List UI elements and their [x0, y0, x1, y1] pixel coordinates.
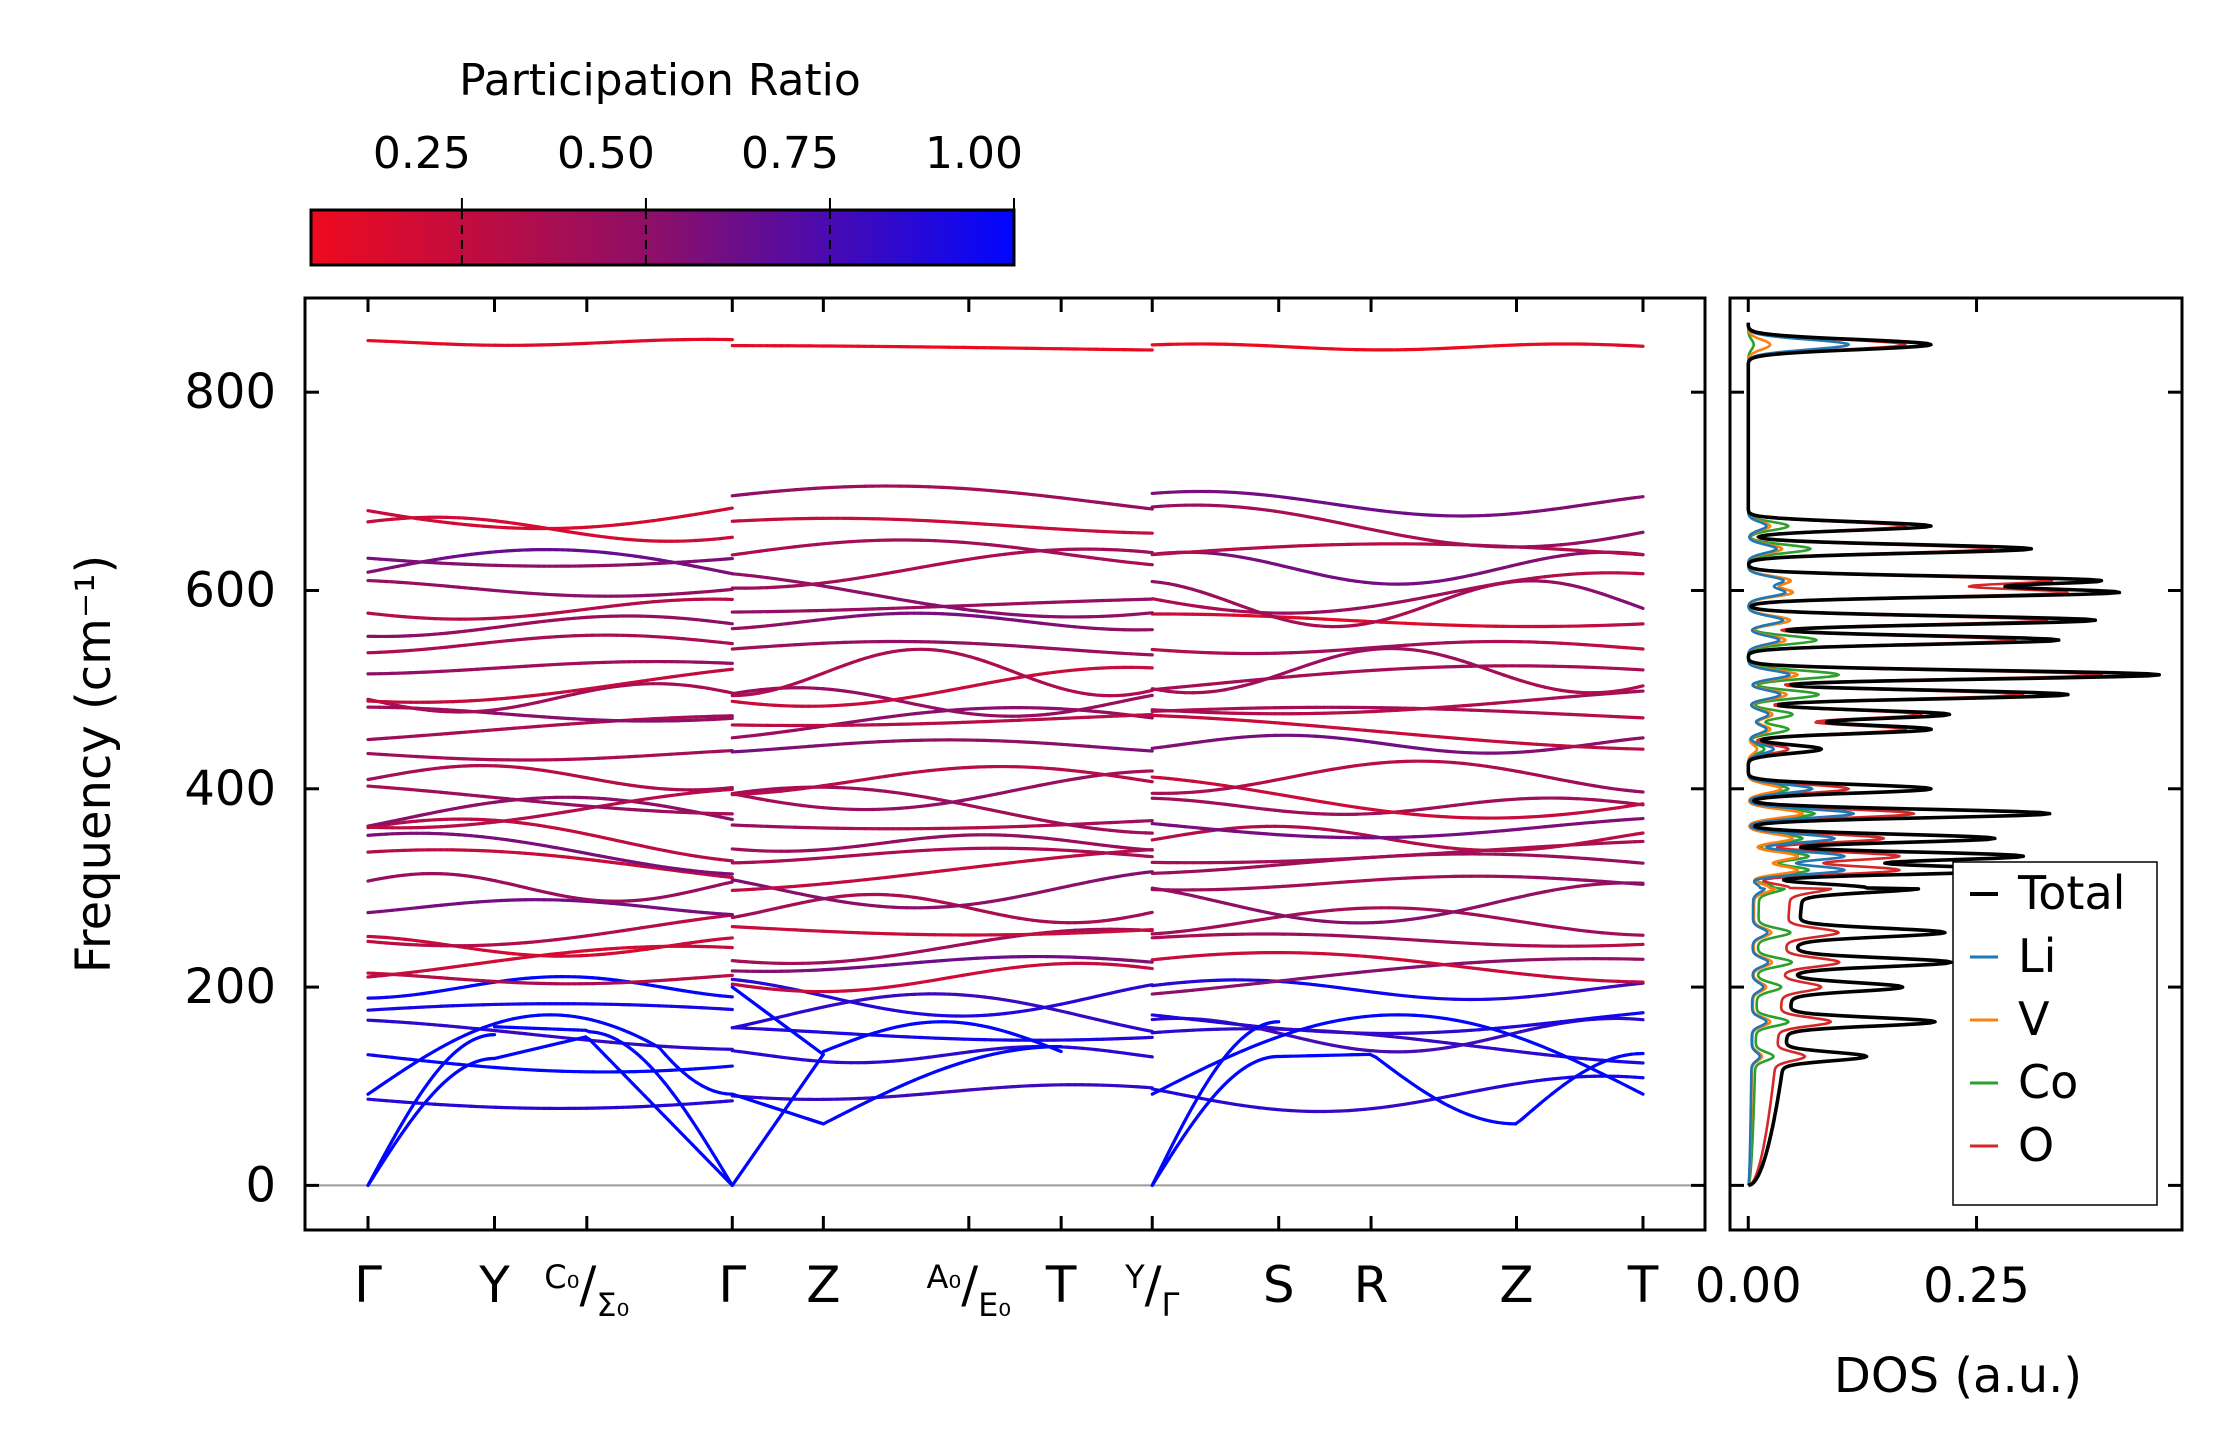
optical-branch: [1143, 693, 1154, 699]
optical-branch: [1143, 779, 1154, 784]
optical-branch: [1143, 715, 1154, 720]
optical-branch: [1633, 689, 1645, 694]
optical-branch: [1633, 1075, 1645, 1080]
colorbar: Participation Ratio 0.25 0.50 0.75 1.00: [309, 55, 1023, 267]
optical-branch: [724, 816, 734, 822]
optical-branch: [724, 641, 734, 646]
optical-branch: [724, 994, 734, 999]
optical-branch: [724, 875, 734, 880]
optical-branch: [1633, 646, 1645, 651]
optical-branch: [1633, 789, 1645, 794]
optical-branch: [1143, 611, 1154, 616]
colorbar-tick-label: 0.25: [373, 128, 471, 179]
optical-branch: [1143, 854, 1154, 859]
optical-branch: [1633, 736, 1645, 741]
optical-branch: [1633, 802, 1645, 807]
optical-branch: [1633, 1011, 1645, 1016]
optical-branch: [1143, 1028, 1154, 1033]
optical-branch: [1143, 910, 1154, 916]
optical-branch: [1633, 1017, 1645, 1022]
optical-branch: [724, 936, 734, 941]
optical-branch: [724, 667, 734, 672]
optical-branch: [1633, 882, 1645, 886]
optical-branch: [1143, 847, 1154, 852]
optical-branch: [1143, 960, 1154, 964]
colorbar-tick-label: 0.50: [557, 128, 655, 179]
colorbar-tick-label: 0.75: [741, 128, 839, 179]
colorbar-ticks: 0.25 0.50 0.75 1.00: [373, 128, 1023, 265]
optical-branch: [724, 880, 734, 885]
y-axis-label: Frequency (cm⁻¹): [66, 555, 122, 973]
optical-branch: [724, 621, 734, 626]
optical-branch: [724, 785, 734, 790]
dispersion-plot-area: [305, 337, 1705, 1187]
colorbar-label: Participation Ratio: [459, 55, 861, 106]
optical-branch: [1143, 688, 1154, 694]
optical-branch: [1633, 831, 1645, 836]
optical-branch: [724, 1064, 734, 1069]
colorbar-frame: [309, 208, 1016, 267]
optical-branch: [1633, 860, 1645, 865]
colorbar-gradient: [311, 210, 1014, 265]
optical-branch: [1633, 684, 1645, 690]
optical-branch: [1143, 1054, 1154, 1059]
optical-branch: [1633, 816, 1645, 821]
optical-branch: [1143, 966, 1154, 971]
colorbar-tick-label: 1.00: [925, 128, 1023, 179]
optical-branch: [724, 587, 734, 592]
optical-branch: [1633, 603, 1645, 610]
optical-branch: [724, 858, 734, 863]
